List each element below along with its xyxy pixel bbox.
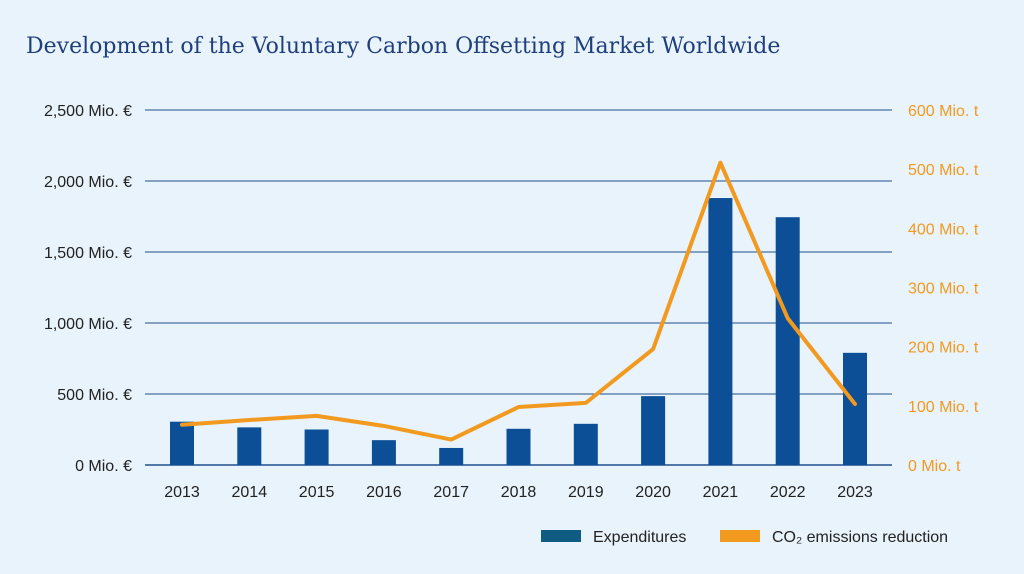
bar-expenditures — [843, 352, 867, 465]
x-tick-label: 2016 — [366, 484, 402, 501]
x-tick-label: 2017 — [433, 484, 469, 501]
bar-expenditures — [708, 198, 733, 466]
x-tick-label: 2013 — [164, 484, 200, 501]
y-left-tick-label: 500 Mio. € — [57, 387, 132, 404]
line-co2-reduction — [180, 160, 857, 442]
y-right-tick-label: 400 Mio. t — [908, 221, 979, 238]
bar-expenditures — [573, 423, 598, 465]
chart-title: Development of the Voluntary Carbon Offs… — [26, 34, 781, 59]
x-tick-label: 2020 — [635, 484, 671, 501]
bar-expenditures — [170, 421, 194, 465]
bar-expenditures — [641, 396, 666, 465]
y-left-tick-label: 2,500 Mio. € — [44, 103, 132, 120]
y-right-tick-label: 100 Mio. t — [908, 399, 979, 416]
bar-expenditures — [506, 428, 531, 465]
bar-expenditures — [304, 429, 329, 465]
y-left-tick-label: 1,000 Mio. € — [44, 316, 132, 333]
y-right-tick-label: 300 Mio. t — [908, 281, 979, 298]
y-right-tick-label: 0 Mio. t — [908, 458, 961, 475]
x-tick-label: 2023 — [837, 484, 873, 501]
legend-label-co2-reduction: CO₂ emissions reduction — [772, 529, 948, 546]
y-left-tick-label: 1,500 Mio. € — [44, 245, 132, 262]
bar-expenditures — [775, 217, 800, 465]
x-tick-label: 2019 — [568, 484, 604, 501]
legend-label-expenditures: Expenditures — [593, 529, 686, 546]
legend-swatch-expenditures — [541, 530, 581, 542]
bar-expenditures — [371, 440, 396, 465]
x-tick-label: 2015 — [299, 484, 335, 501]
y-left-tick-label: 2,000 Mio. € — [44, 174, 132, 191]
bar-expenditures — [237, 427, 262, 465]
x-tick-label: 2014 — [232, 484, 268, 501]
y-right-tick-label: 500 Mio. t — [908, 162, 979, 179]
x-tick-label: 2018 — [501, 484, 537, 501]
x-tick-label: 2021 — [703, 484, 739, 501]
y-right-tick-label: 600 Mio. t — [908, 103, 979, 120]
y-left-tick-label: 0 Mio. € — [75, 458, 132, 475]
legend-swatch-co2-reduction — [720, 530, 760, 542]
bar-expenditures — [439, 447, 464, 465]
y-right-tick-label: 200 Mio. t — [908, 340, 979, 357]
x-tick-label: 2022 — [770, 484, 806, 501]
